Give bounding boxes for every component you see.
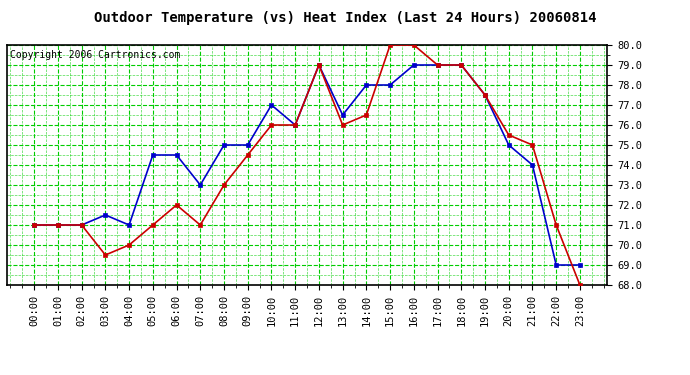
Text: Outdoor Temperature (vs) Heat Index (Last 24 Hours) 20060814: Outdoor Temperature (vs) Heat Index (Las… — [94, 11, 596, 25]
Text: Copyright 2006 Cartronics.com: Copyright 2006 Cartronics.com — [10, 50, 180, 60]
